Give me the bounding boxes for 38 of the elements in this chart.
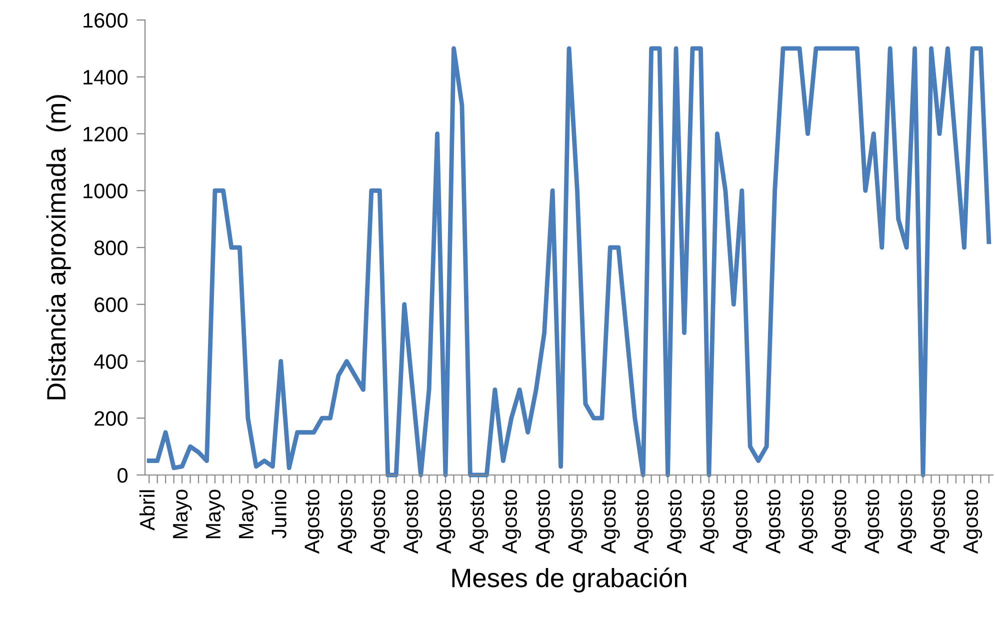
x-tick-label: Mayo xyxy=(238,490,258,538)
x-tick-label: Agosto xyxy=(535,490,554,554)
x-tick-label: Agosto xyxy=(568,490,587,554)
x-tick-label: Abril xyxy=(139,490,155,531)
x-tick-label: Agosto xyxy=(798,490,818,554)
y-tick-label: 800 xyxy=(94,240,128,256)
y-tick-label: 600 xyxy=(94,297,128,312)
x-tick-label: Agosto xyxy=(732,490,752,554)
x-tick-label: Agosto xyxy=(700,490,719,554)
x-axis-title: Meses de grabación xyxy=(452,568,686,593)
x-tick-label: Agosto xyxy=(601,490,620,554)
x-tick-label: Agosto xyxy=(766,490,785,554)
x-tick-label: Agosto xyxy=(864,490,884,554)
y-tick-label: 200 xyxy=(94,411,128,426)
x-tick-label: Agosto xyxy=(436,490,456,554)
x-tick-label: Agosto xyxy=(634,490,653,554)
x-tick-label: Agosto xyxy=(404,490,422,554)
x-tick-label: Agosto xyxy=(304,490,324,554)
x-tick-label: Agosto xyxy=(469,490,488,554)
y-tick-label: 400 xyxy=(94,354,128,370)
x-tick-label: Agosto xyxy=(667,490,686,554)
x-tick-label: Mayo xyxy=(206,490,225,538)
x-tick-label: Agosto xyxy=(898,490,916,554)
x-tick-label: Mayo xyxy=(173,490,192,538)
x-tick-label: Agosto xyxy=(963,490,982,554)
y-tick-label: 1400 xyxy=(84,70,128,85)
y-axis-title: Distancia aproximada (m) xyxy=(46,95,71,400)
x-tick-label: Agosto xyxy=(338,490,356,554)
x-tick-label: Agosto xyxy=(502,490,522,554)
y-tick-label: 1000 xyxy=(84,184,128,198)
y-tick-label: 1200 xyxy=(84,126,128,142)
x-tick-label: Agosto xyxy=(832,490,850,554)
x-tick-label: Agosto xyxy=(930,490,950,554)
x-tick-label: Agosto xyxy=(370,490,390,554)
x-tick-label: Junio xyxy=(271,490,286,538)
y-tick-label: 0 xyxy=(118,468,128,483)
y-tick-label: 1600 xyxy=(84,13,128,28)
line-series xyxy=(146,46,992,478)
